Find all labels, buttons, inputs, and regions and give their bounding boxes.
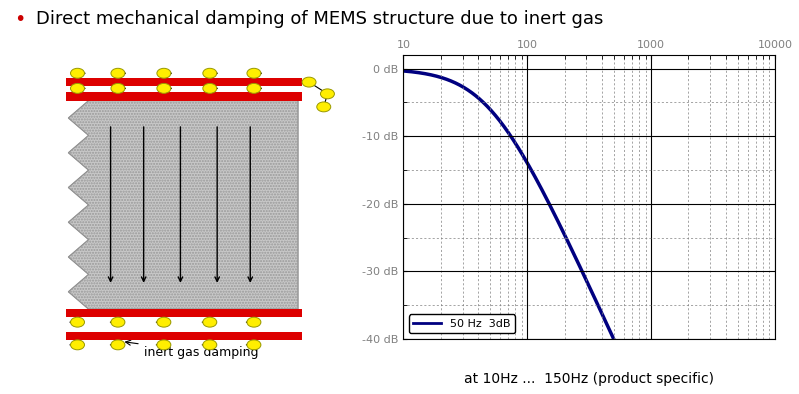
Circle shape [302, 77, 316, 87]
Circle shape [111, 68, 125, 78]
Bar [66, 332, 303, 340]
Text: at 10Hz ...  150Hz (product specific): at 10Hz ... 150Hz (product specific) [464, 372, 714, 386]
Text: •: • [14, 10, 26, 29]
Circle shape [203, 317, 217, 327]
Circle shape [247, 84, 261, 93]
Circle shape [157, 340, 171, 350]
Circle shape [70, 68, 85, 78]
Circle shape [203, 84, 217, 93]
Circle shape [70, 317, 85, 327]
Bar [66, 309, 303, 318]
Circle shape [157, 68, 171, 78]
Circle shape [316, 102, 331, 112]
Circle shape [157, 84, 171, 93]
Circle shape [320, 89, 335, 99]
Circle shape [247, 340, 261, 350]
Circle shape [247, 68, 261, 78]
Circle shape [203, 340, 217, 350]
Circle shape [70, 340, 85, 350]
Text: Direct mechanical damping of MEMS structure due to inert gas: Direct mechanical damping of MEMS struct… [36, 10, 603, 28]
Circle shape [111, 340, 125, 350]
Legend: 50 Hz  3dB: 50 Hz 3dB [409, 314, 515, 333]
Circle shape [157, 317, 171, 327]
Circle shape [111, 84, 125, 93]
Polygon shape [69, 100, 298, 309]
Circle shape [111, 317, 125, 327]
Circle shape [247, 317, 261, 327]
Circle shape [203, 68, 217, 78]
Circle shape [70, 84, 85, 93]
Bar [66, 92, 303, 100]
Bar [66, 78, 303, 86]
Text: inert gas damping: inert gas damping [125, 340, 258, 359]
